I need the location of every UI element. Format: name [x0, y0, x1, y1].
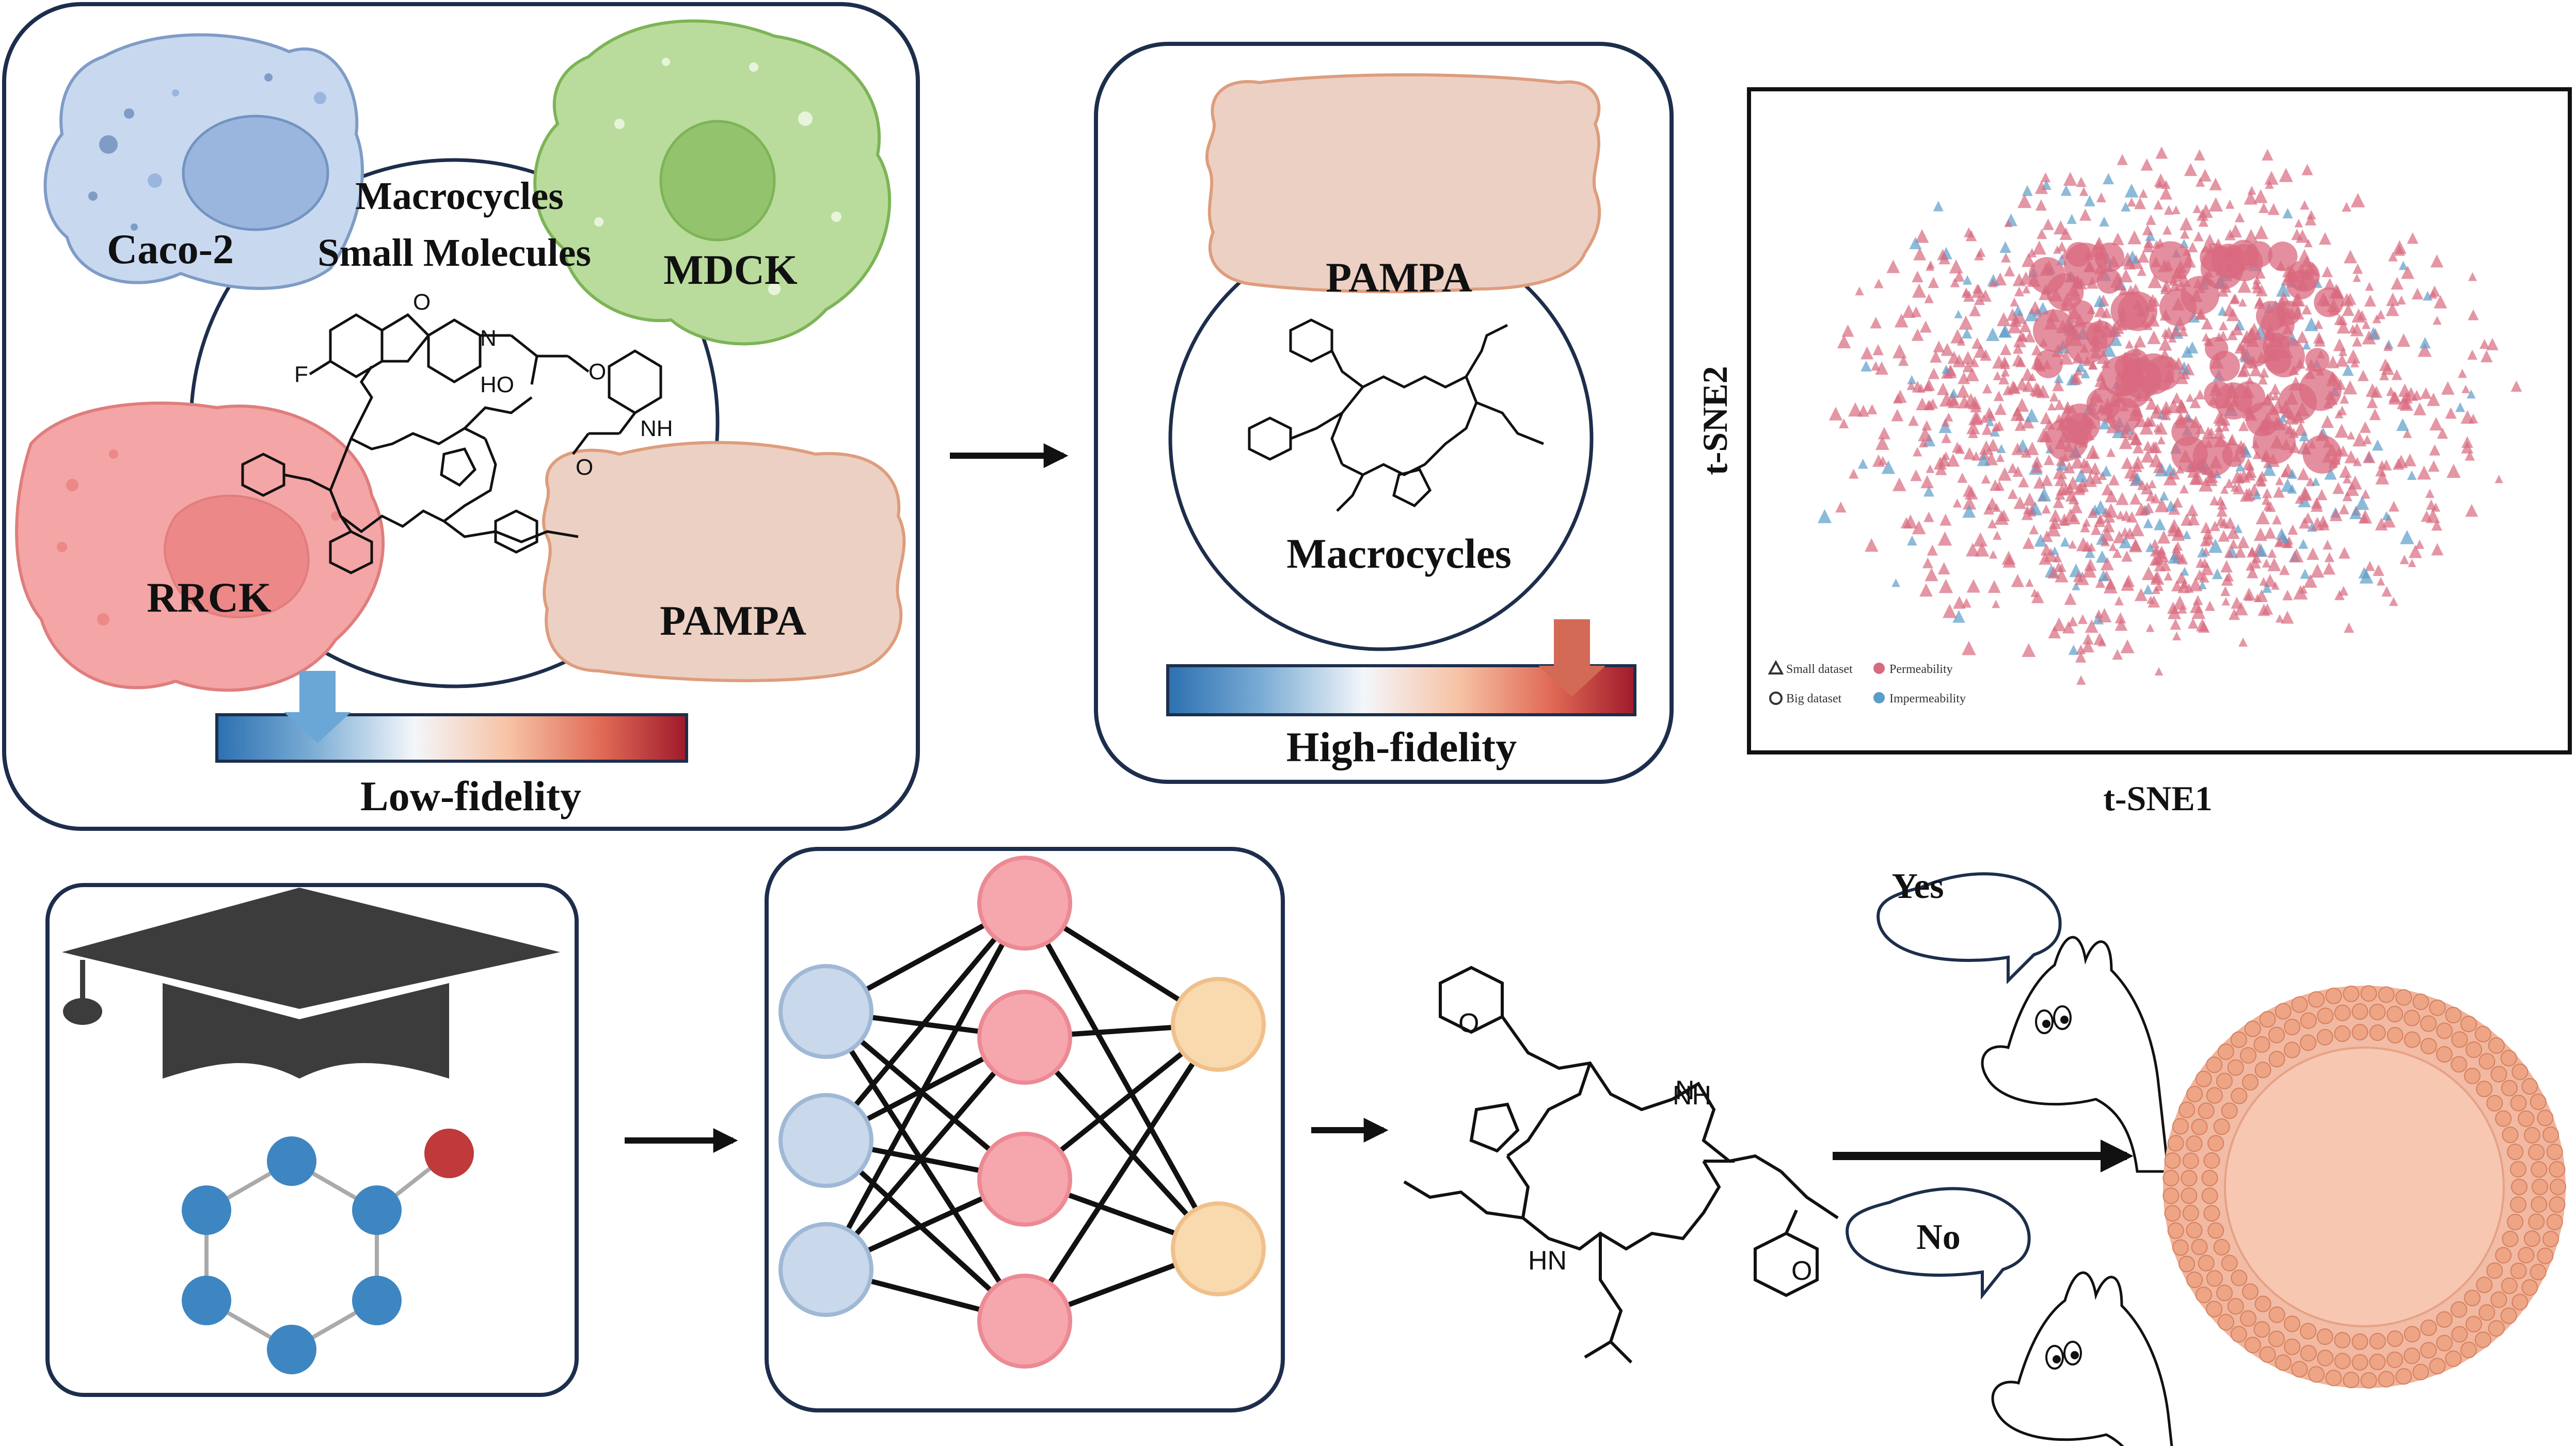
atom-o2: O [589, 359, 606, 384]
small-molecule-structure [309, 313, 662, 455]
network-node [778, 964, 873, 1059]
mdck-cell [533, 19, 892, 346]
rrck-label: RRCK [147, 574, 272, 621]
graph-node [267, 1136, 316, 1186]
atom-n-bottom1: N [1675, 1075, 1695, 1105]
tsne-panel: t-SNE1 t-SNE2 Small dataset Big dataset … [1695, 87, 2572, 818]
macrocycle-structure-bottom [1403, 966, 1839, 1364]
network-node [977, 856, 1072, 951]
atom-n1: N [480, 326, 497, 351]
network-nodes [778, 856, 1266, 1369]
network-node [977, 1132, 1072, 1227]
atom-o-bottom2: O [1791, 1256, 1812, 1286]
pampa-membrane-low [542, 441, 906, 682]
yes-text: Yes [1891, 866, 1944, 906]
legend-imperm: Impermeability [1889, 692, 1966, 705]
small-molecules-text: Small Molecules [317, 231, 591, 275]
pampa-membrane-high [1205, 73, 1601, 294]
graph-node [182, 1185, 231, 1235]
graph-node-highlight [424, 1129, 474, 1178]
low-fidelity-label: Low-fidelity [360, 773, 581, 820]
atom-nh-bottom: NH [1673, 1081, 1711, 1111]
macrocycle-structure-low [241, 365, 579, 574]
rrck-cell [15, 401, 385, 692]
legend-perm: Permeability [1889, 663, 1953, 676]
atom-o-bottom: O [1458, 1008, 1479, 1038]
network-node [778, 1222, 873, 1317]
atom-nh: NH [640, 416, 673, 441]
legend-small: Small dataset [1786, 663, 1853, 676]
graph-node [182, 1276, 231, 1325]
graph-node [352, 1276, 402, 1325]
high-fidelity-gradient-bar [1166, 664, 1636, 716]
tsne-frame [1747, 87, 2572, 754]
legend-circle-icon [1769, 692, 1783, 705]
neural-network-panel [765, 847, 1285, 1412]
no-bubble: No [1846, 1187, 2031, 1300]
macrocycles-text: Macrocycles [355, 174, 564, 218]
pampa-label-high: PAMPA [1326, 254, 1472, 301]
atom-ho: HO [480, 372, 514, 397]
low-fidelity-marker-arrow [284, 671, 351, 743]
graduation-cap-icon [62, 888, 560, 1009]
high-fidelity-label: High-fidelity [1286, 724, 1517, 770]
tsne-legend: Small dataset Big dataset Permeability I… [1768, 660, 1966, 705]
tsne-points [1817, 146, 2522, 685]
atom-o3: O [576, 455, 593, 480]
macrocycle-structure-high [1248, 318, 1544, 512]
mdck-label: MDCK [663, 246, 798, 293]
high-fidelity-panel: PAMPA Macrocycles High-fidelity [1094, 42, 1674, 784]
pampa-label-low: PAMPA [660, 597, 806, 644]
network-node [977, 1274, 1072, 1369]
low-fidelity-panel: Caco-2 MDCK RRCK PAMPA Macrocycles Small… [2, 2, 920, 831]
graduation-cap-base [163, 983, 449, 1079]
high-fidelity-marker-arrow [1538, 619, 1605, 697]
tsne-xlabel: t-SNE1 [2103, 779, 2213, 818]
atom-hn-bottom: HN [1528, 1246, 1567, 1276]
pretrain-panel [45, 883, 579, 1397]
macrocycles-label-high: Macrocycles [1286, 530, 1512, 577]
caco2-cell [43, 33, 364, 290]
network-node [1171, 977, 1266, 1072]
low-fidelity-gradient-bar [215, 713, 688, 763]
lipid-vesicle-icon [2162, 985, 2566, 1389]
atom-f: F [294, 362, 308, 387]
graph-node [267, 1325, 316, 1374]
moomin-bottom-icon [1993, 1273, 2179, 1446]
network-node [778, 1093, 873, 1188]
network-node [1171, 1201, 1266, 1296]
legend-big: Big dataset [1786, 692, 1842, 705]
atom-o1: O [413, 290, 431, 315]
legend-triangle-icon [1768, 660, 1784, 674]
no-text: No [1916, 1217, 1961, 1257]
tsne-ylabel: t-SNE2 [1695, 366, 1735, 475]
legend-imperm-dot [1873, 692, 1885, 703]
caco2-label: Caco-2 [107, 226, 234, 272]
network-node [977, 990, 1072, 1085]
cap-tassel-end [63, 998, 102, 1025]
graph-node [352, 1185, 402, 1235]
legend-perm-dot [1873, 663, 1885, 674]
yes-bubble: Yes [1877, 866, 2062, 985]
